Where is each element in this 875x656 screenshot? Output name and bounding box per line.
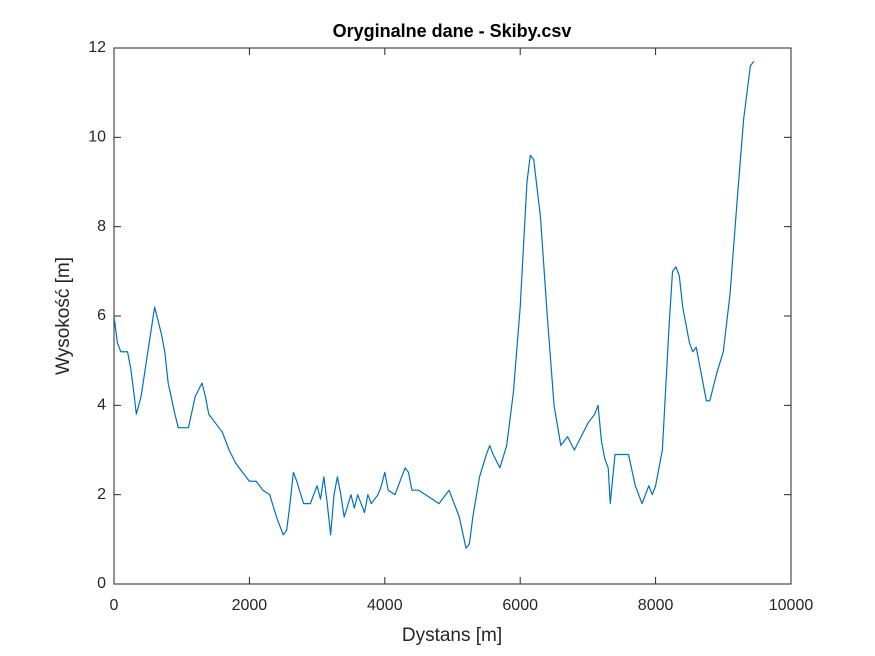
x-tick-label: 2000 xyxy=(232,597,268,614)
y-tick-label: 10 xyxy=(88,129,106,146)
y-tick-label: 6 xyxy=(97,307,106,324)
x-axis-label: Dystans [m] xyxy=(402,625,502,646)
x-tick-label: 10000 xyxy=(769,597,814,614)
x-tick-label: 8000 xyxy=(638,597,674,614)
chart-title: Oryginalne dane - Skiby.csv xyxy=(333,21,572,41)
y-tick-label: 4 xyxy=(97,397,106,414)
x-tick-label: 6000 xyxy=(502,597,538,614)
x-tick-label: 0 xyxy=(110,597,119,614)
y-tick-label: 8 xyxy=(97,218,106,235)
y-axis-label: Wysokość [m] xyxy=(53,257,74,375)
y-tick-label: 0 xyxy=(97,575,106,592)
y-tick-label: 12 xyxy=(88,39,106,56)
plot-frame xyxy=(113,47,792,585)
y-tick-label: 2 xyxy=(97,486,106,503)
data-line xyxy=(113,61,755,549)
x-tick-label: 4000 xyxy=(367,597,403,614)
